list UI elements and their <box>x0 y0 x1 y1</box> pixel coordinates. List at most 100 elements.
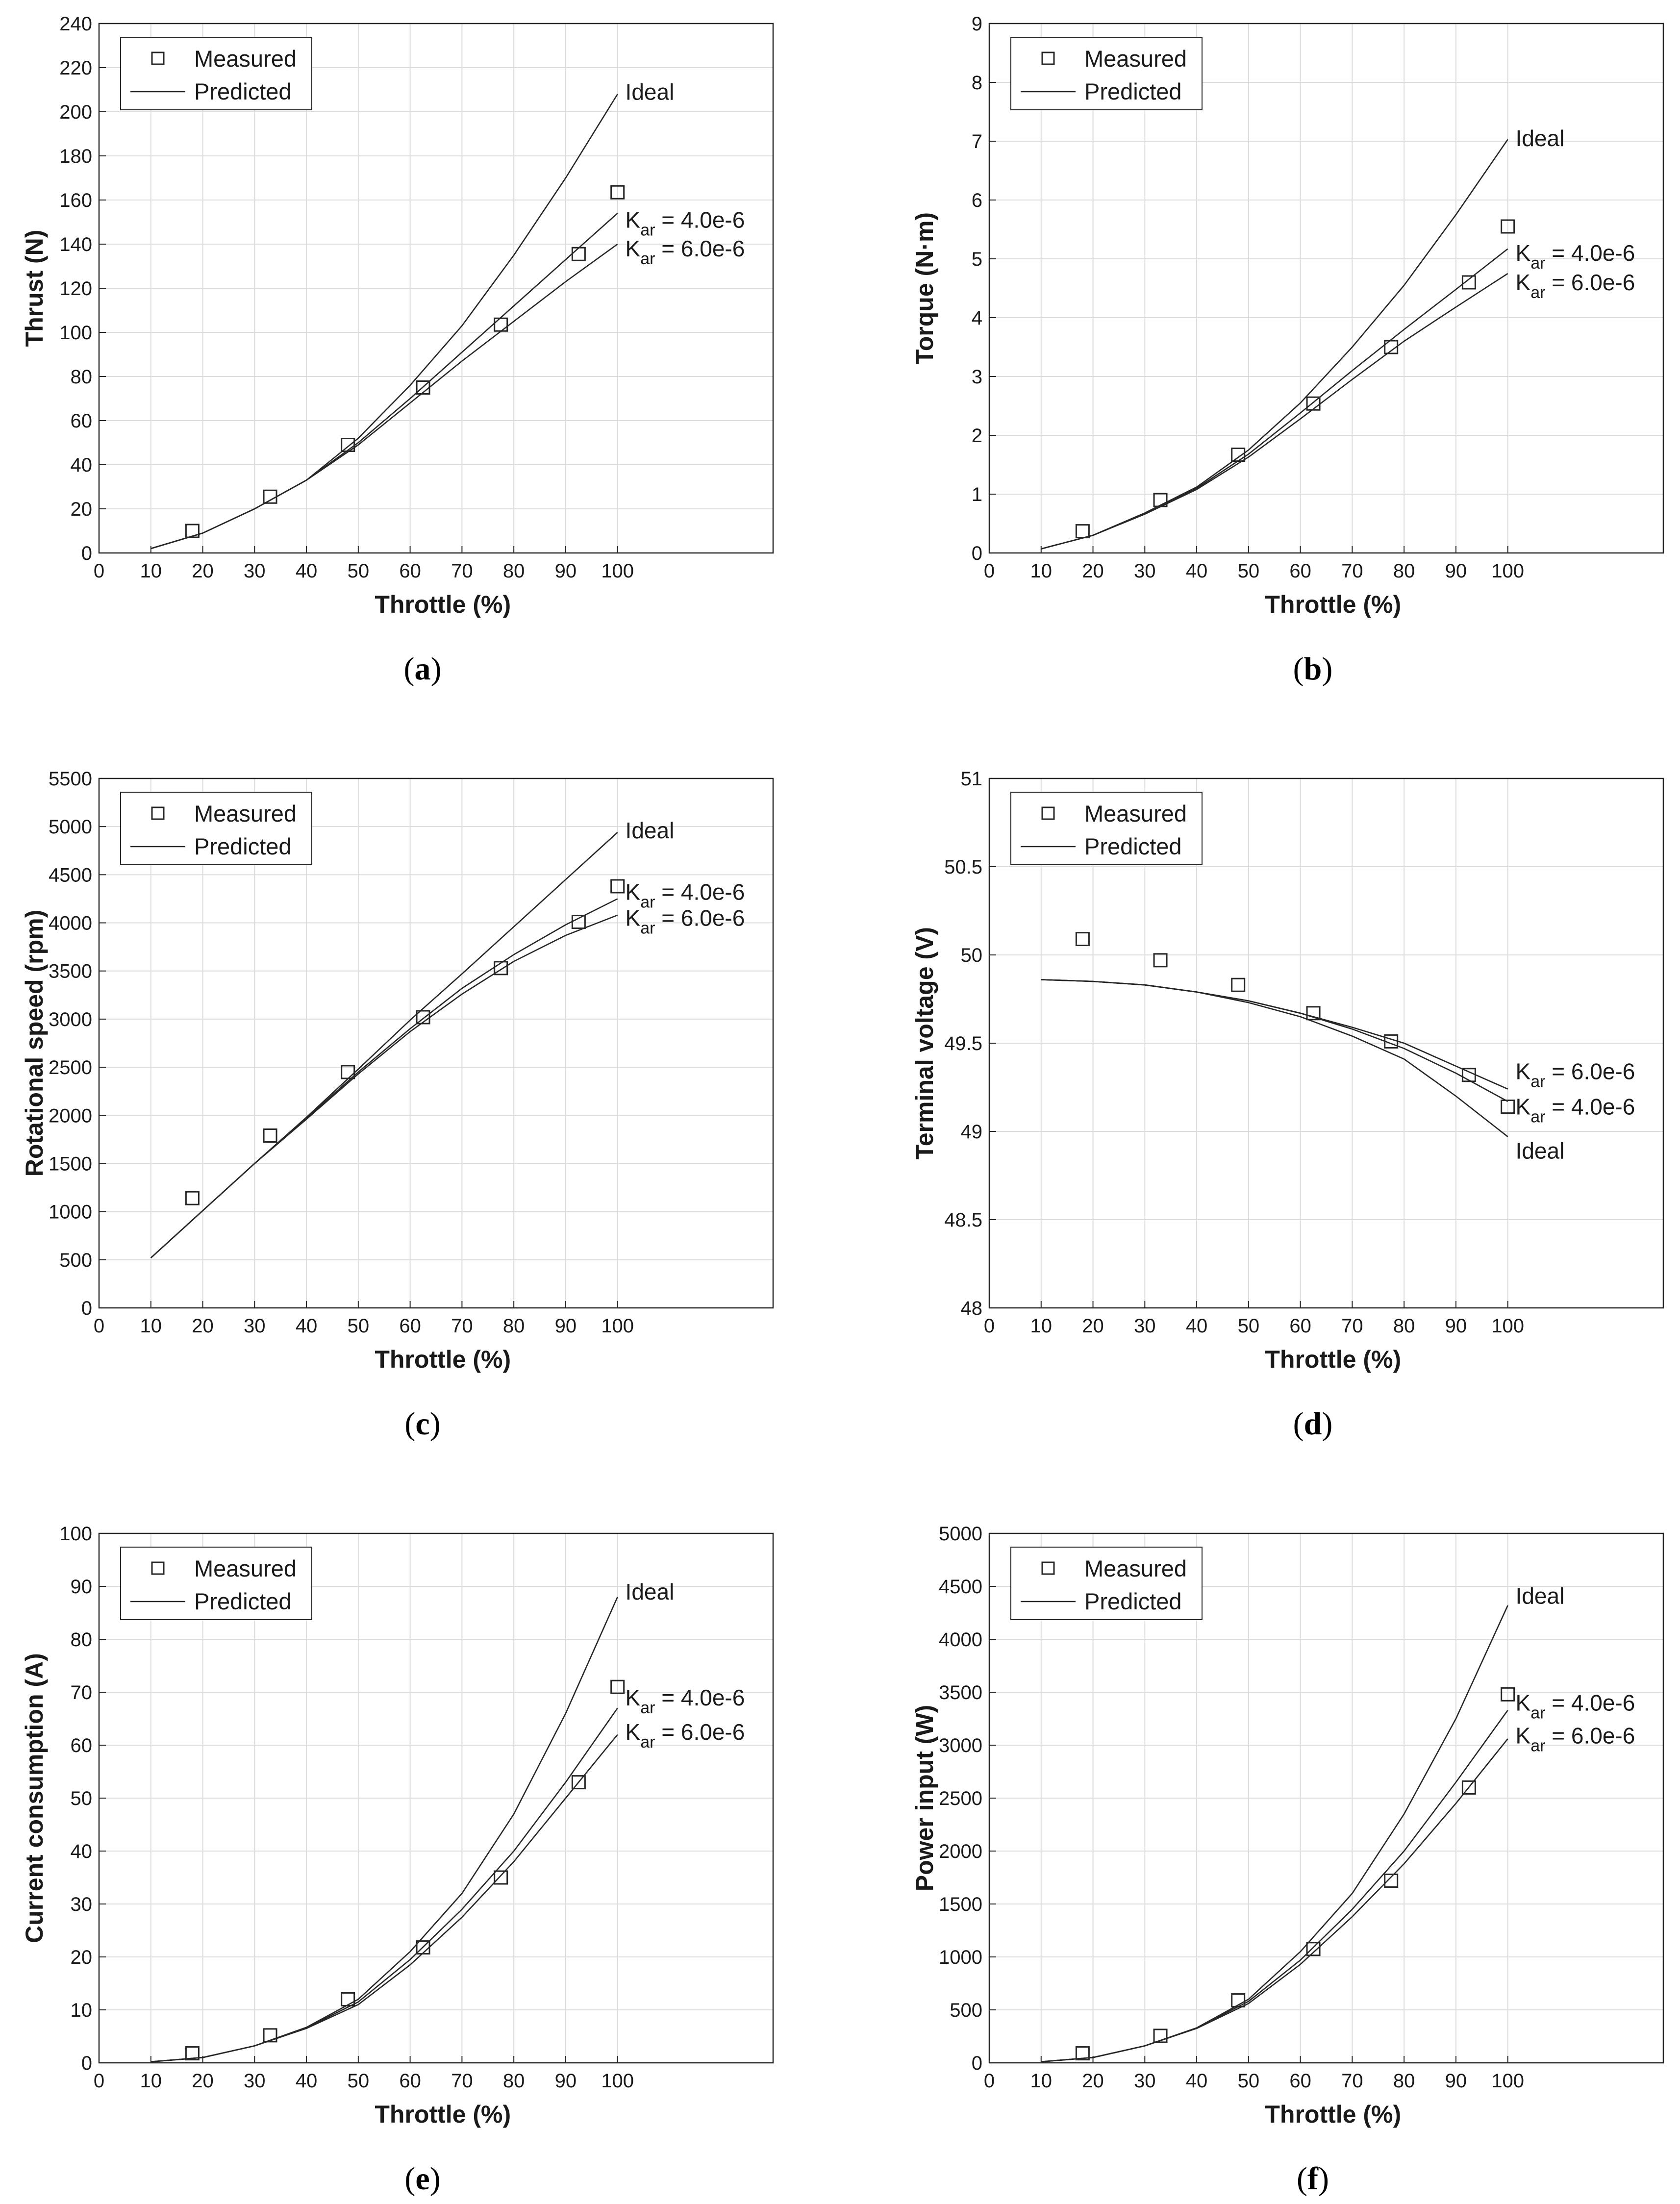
series-annotation: Ideal <box>626 1579 675 1604</box>
y-tick-label: 50 <box>961 945 983 966</box>
x-axis-label: Throttle (%) <box>375 1346 511 1373</box>
annotation-subscript: ar <box>640 221 655 240</box>
x-tick-label: 90 <box>555 1315 577 1337</box>
series-annotation: Kar = 6.0e-6 <box>626 236 745 268</box>
legend-label-measured: Measured <box>194 46 297 72</box>
legend-marker-measured <box>151 1561 165 1575</box>
x-tick-label: 100 <box>601 560 634 582</box>
y-tick-label: 48 <box>961 1298 983 1319</box>
annotation-main: Ideal <box>1516 1138 1565 1164</box>
caption-paren-open: ( <box>1293 651 1304 687</box>
measured-point <box>1075 524 1090 539</box>
x-tick-label: 40 <box>1186 2070 1208 2092</box>
x-tick-label: 40 <box>1186 1315 1208 1337</box>
series-annotation: Kar = 4.0e-6 <box>1516 240 1635 273</box>
annotation-main: K <box>626 236 641 261</box>
x-tick-label: 50 <box>348 1315 370 1337</box>
series-annotation: Kar = 4.0e-6 <box>1516 1094 1635 1127</box>
legend-marker-measured <box>1041 1561 1055 1575</box>
y-tick-label: 3500 <box>939 1682 982 1703</box>
panel-caption: (e) <box>404 2161 440 2197</box>
y-tick-label: 7 <box>972 131 982 152</box>
measured-point <box>1231 1993 1246 2008</box>
axes-frame <box>988 777 1664 1309</box>
measured-point <box>416 1010 430 1025</box>
y-tick-label: 5000 <box>939 1523 982 1545</box>
x-tick-label: 70 <box>451 560 473 582</box>
y-tick-label: 2000 <box>939 1841 982 1862</box>
x-tick-label: 50 <box>348 560 370 582</box>
measured-point <box>571 247 586 261</box>
x-tick-label: 20 <box>192 2070 214 2092</box>
y-tick-label: 4000 <box>939 1629 982 1651</box>
y-tick-label: 20 <box>71 1947 93 1968</box>
caption-paren-close: ) <box>431 651 442 687</box>
measured-point <box>1384 1873 1399 1888</box>
y-tick-label: 3000 <box>49 1009 92 1030</box>
annotation-main: Ideal <box>626 79 675 105</box>
x-axis-label: Throttle (%) <box>1265 2101 1401 2128</box>
panel-caption: (d) <box>1293 1406 1333 1442</box>
x-tick-label: 80 <box>503 2070 525 2092</box>
y-axis-label: Current consumption (A) <box>21 1653 48 1943</box>
y-tick-label: 2 <box>972 425 982 447</box>
x-tick-label: 80 <box>1393 1315 1415 1337</box>
axes-frame <box>988 23 1664 554</box>
x-tick-label: 30 <box>244 1315 266 1337</box>
y-tick-label: 1000 <box>49 1202 92 1223</box>
y-tick-label: 0 <box>81 1298 92 1319</box>
y-axis-label: Rotational speed (rpm) <box>21 910 48 1177</box>
y-tick-label: 4 <box>972 307 982 329</box>
x-tick-label: 0 <box>94 560 104 582</box>
measured-point <box>341 1992 355 2006</box>
annotation-value: = 4.0e-6 <box>1545 1094 1635 1120</box>
annotation-value: = 6.0e-6 <box>655 236 745 261</box>
x-tick-label: 90 <box>555 2070 577 2092</box>
x-tick-label: 0 <box>984 560 995 582</box>
x-tick-label: 20 <box>192 560 214 582</box>
annotation-subscript: ar <box>1530 1073 1545 1091</box>
x-tick-label: 80 <box>1393 560 1415 582</box>
measured-point <box>1384 340 1399 354</box>
x-tick-label: 70 <box>451 2070 473 2092</box>
caption-letter: e <box>415 2161 429 2197</box>
panel-caption: (b) <box>1293 651 1333 687</box>
y-tick-label: 9 <box>972 13 982 35</box>
y-tick-label: 0 <box>972 543 982 564</box>
annotation-value: = 6.0e-6 <box>1545 270 1635 295</box>
x-tick-label: 30 <box>1134 560 1156 582</box>
x-tick-label: 90 <box>1445 1315 1467 1337</box>
chart-panel-b: 0 10 20 30 40 50 60 70 80 90 100 0 1 2 3 4 5 6 7 8 9 Ideal Kar… <box>911 13 1664 687</box>
annotation-main: K <box>626 1685 641 1710</box>
x-tick-label: 50 <box>1238 1315 1260 1337</box>
legend-box <box>120 792 312 865</box>
plot-area <box>99 778 773 1308</box>
measured-point <box>416 1940 430 1955</box>
x-tick-label: 10 <box>140 560 162 582</box>
legend-label-predicted: Predicted <box>194 833 292 859</box>
measured-point <box>185 1191 200 1205</box>
x-tick-label: 10 <box>1030 1315 1053 1337</box>
y-tick-label: 1 <box>972 484 982 505</box>
y-tick-label: 5 <box>972 249 982 270</box>
y-tick-label: 60 <box>71 1735 93 1756</box>
x-tick-label: 50 <box>1238 560 1260 582</box>
measured-point <box>263 2028 277 2043</box>
y-tick-label: 48.5 <box>944 1209 982 1231</box>
y-tick-label: 0 <box>81 2053 92 2074</box>
measured-point <box>610 185 625 200</box>
series-annotation: Ideal <box>1516 125 1565 151</box>
measured-point <box>1461 275 1476 290</box>
series-annotation: Kar = 4.0e-6 <box>626 1685 745 1717</box>
annotation-value: = 6.0e-6 <box>655 905 745 931</box>
measured-point <box>1501 1100 1515 1114</box>
measured-point <box>416 380 430 395</box>
annotation-main: Ideal <box>626 1579 675 1604</box>
x-axis-label: Throttle (%) <box>1265 1346 1401 1373</box>
caption-paren-open: ( <box>1293 1406 1304 1442</box>
annotation-main: K <box>626 207 641 233</box>
x-tick-label: 40 <box>296 2070 318 2092</box>
y-axis-label: Thrust (N) <box>21 230 48 347</box>
x-tick-label: 30 <box>244 2070 266 2092</box>
y-tick-label: 1000 <box>939 1947 982 1968</box>
